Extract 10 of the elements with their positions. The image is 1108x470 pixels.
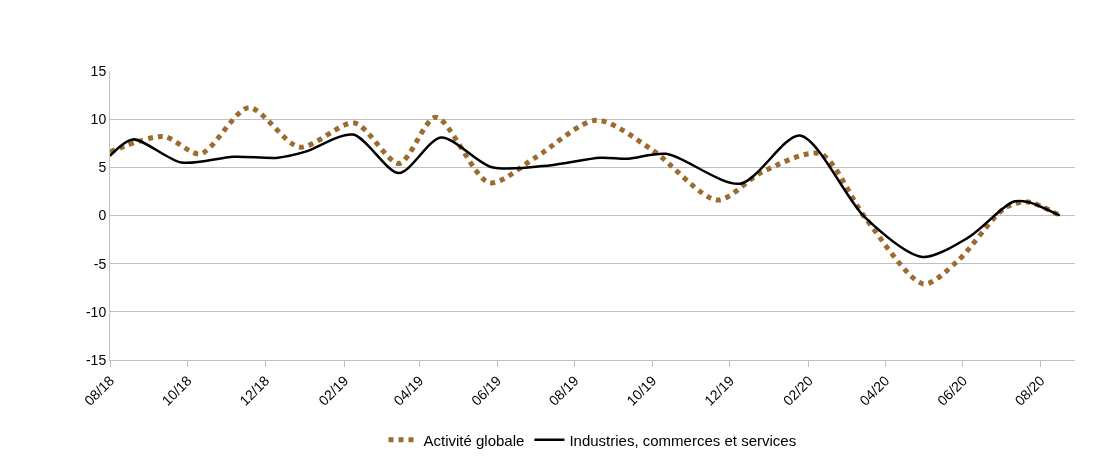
y-tick-label: 0 [98,207,107,224]
line-series [110,133,1061,259]
y-tick-label: 15 [90,62,107,79]
legend-label: Activité globale [423,431,525,449]
y-tick-label: -10 [85,303,107,320]
legend-label: Industries, commerces et services [569,431,797,449]
y-tick-label: -15 [85,351,107,368]
y-tick-label: 5 [98,159,107,176]
y-tick-label: 10 [90,111,107,128]
y-tick-label: -5 [93,255,107,272]
